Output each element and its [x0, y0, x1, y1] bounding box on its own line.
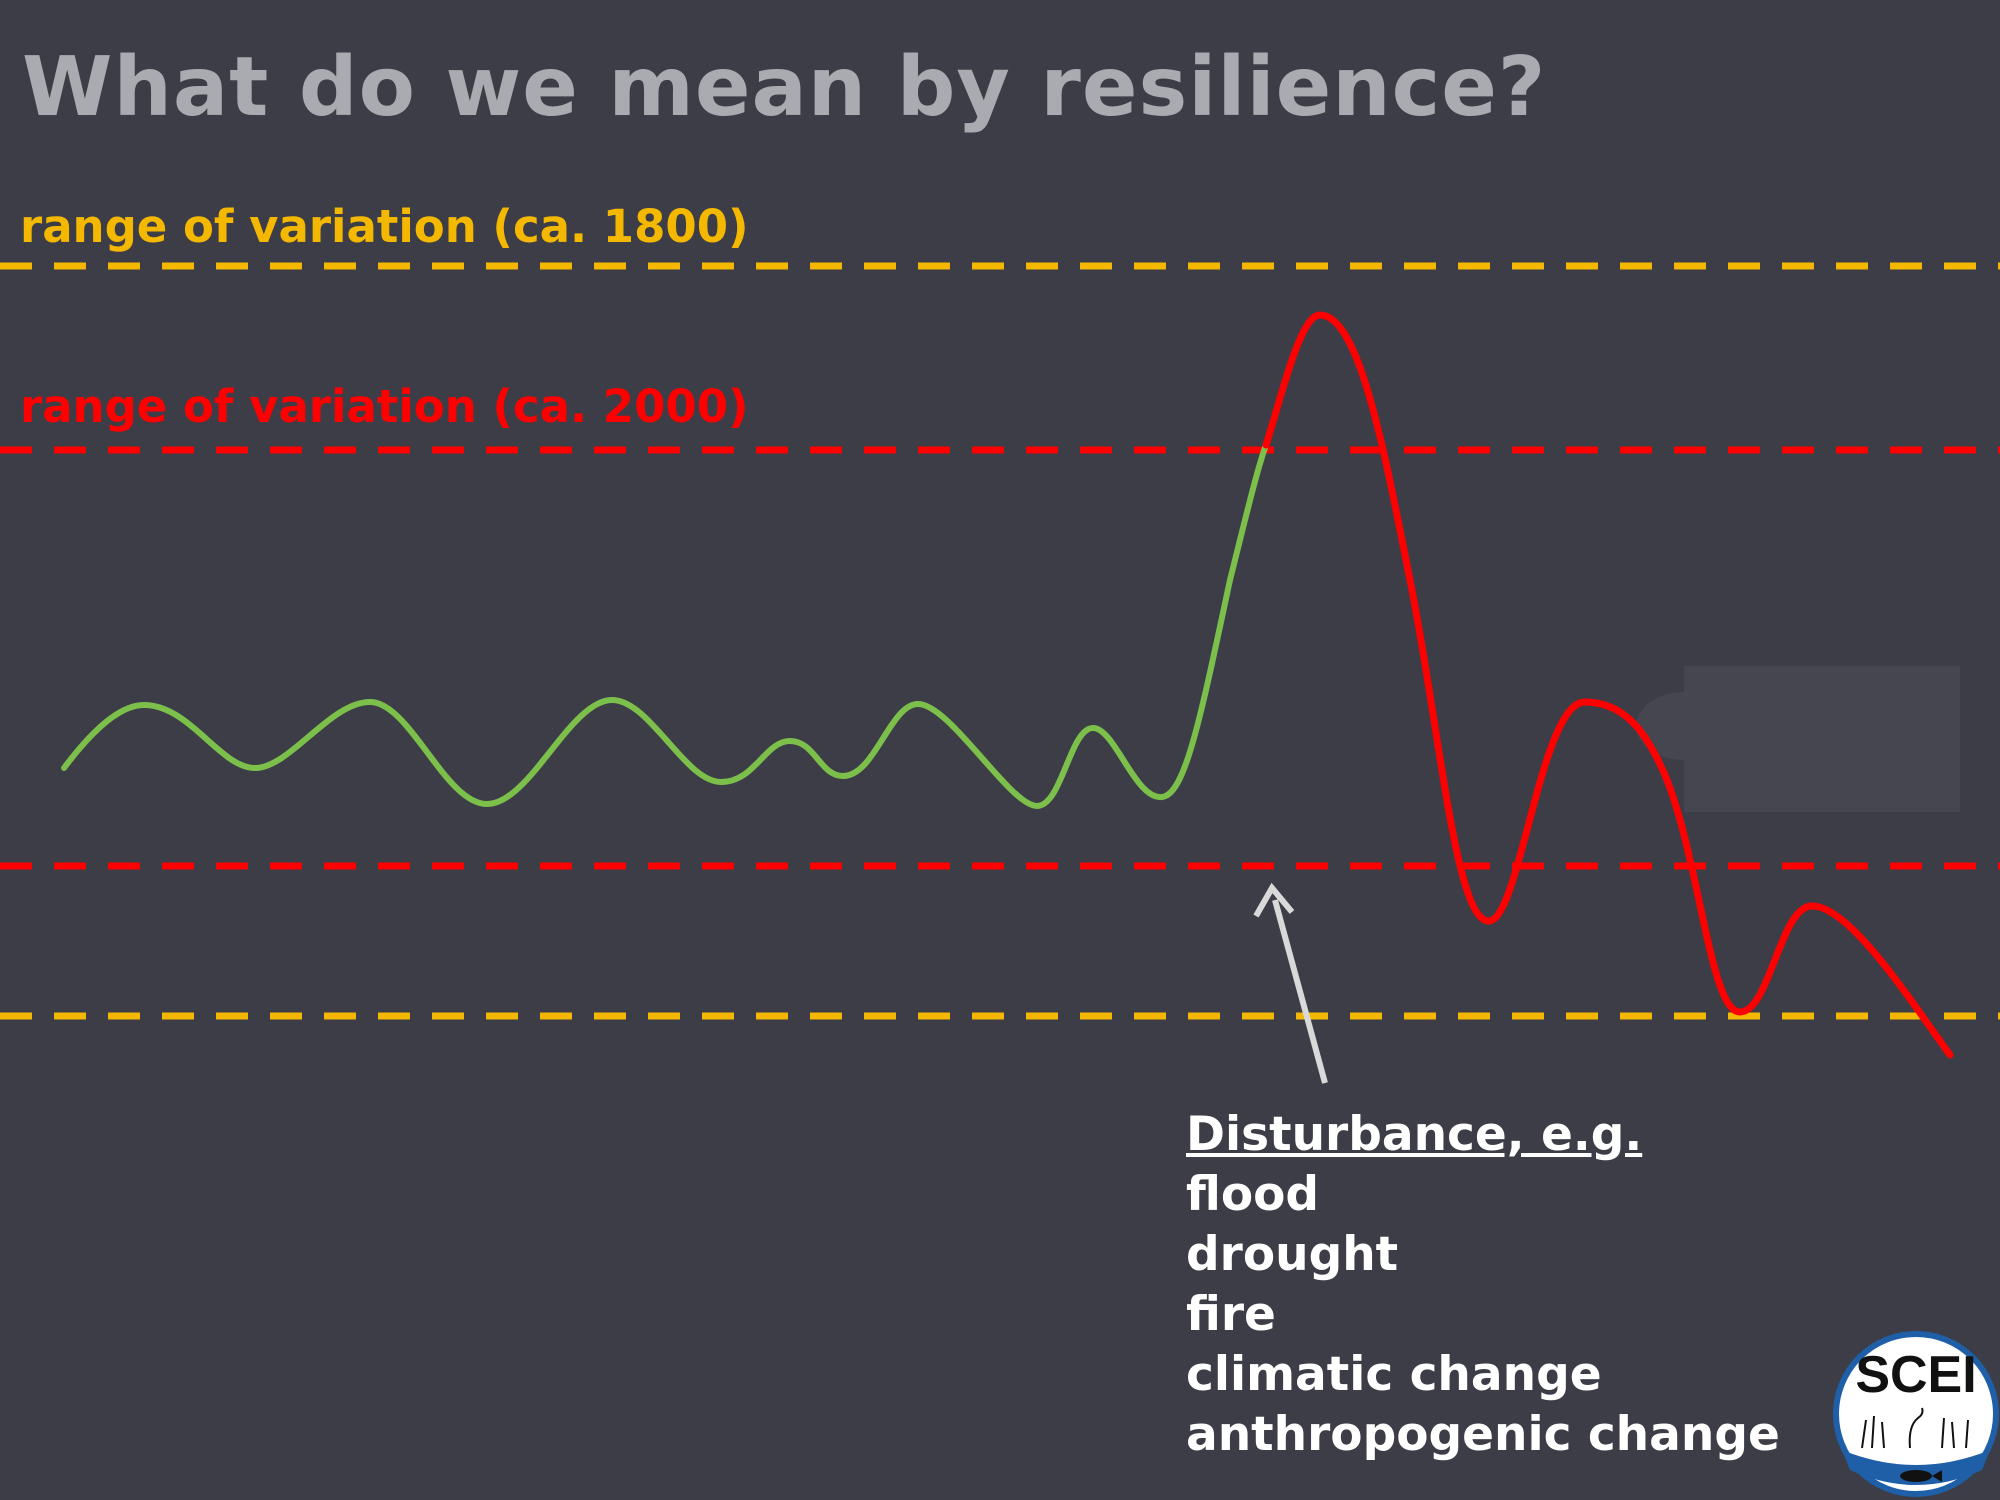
- trajectory-outside-range: [1262, 311, 1954, 1059]
- wetland-seal-logo-icon: SCEI: [1833, 1331, 1999, 1497]
- grey-patch-bump: [1636, 692, 1732, 760]
- svg-text:SCEI: SCEI: [1855, 1346, 1976, 1404]
- trajectory-within-range: [61, 442, 1269, 810]
- range-label-2000: range of variation (ca. 2000): [20, 380, 749, 433]
- slide-title: What do we mean by resilience?: [22, 40, 1547, 135]
- disturbance-item-anthropogenic-change: anthropogenic change: [1186, 1407, 1780, 1462]
- disturbance-item-climatic-change: climatic change: [1186, 1347, 1602, 1402]
- disturbance-item-fire: fire: [1186, 1287, 1276, 1342]
- disturbance-item-flood: flood: [1186, 1167, 1320, 1222]
- disturbance-item-drought: drought: [1186, 1227, 1399, 1282]
- disturbance-annotation: Disturbance, e.g. flood drought fire cli…: [1186, 1105, 1780, 1465]
- range-label-1800: range of variation (ca. 1800): [20, 200, 749, 253]
- disturbance-arrow: [1272, 899, 1328, 1084]
- disturbance-arrowhead: [1253, 882, 1295, 918]
- disturbance-heading: Disturbance, e.g.: [1186, 1107, 1643, 1162]
- grey-patch: [1684, 666, 1960, 812]
